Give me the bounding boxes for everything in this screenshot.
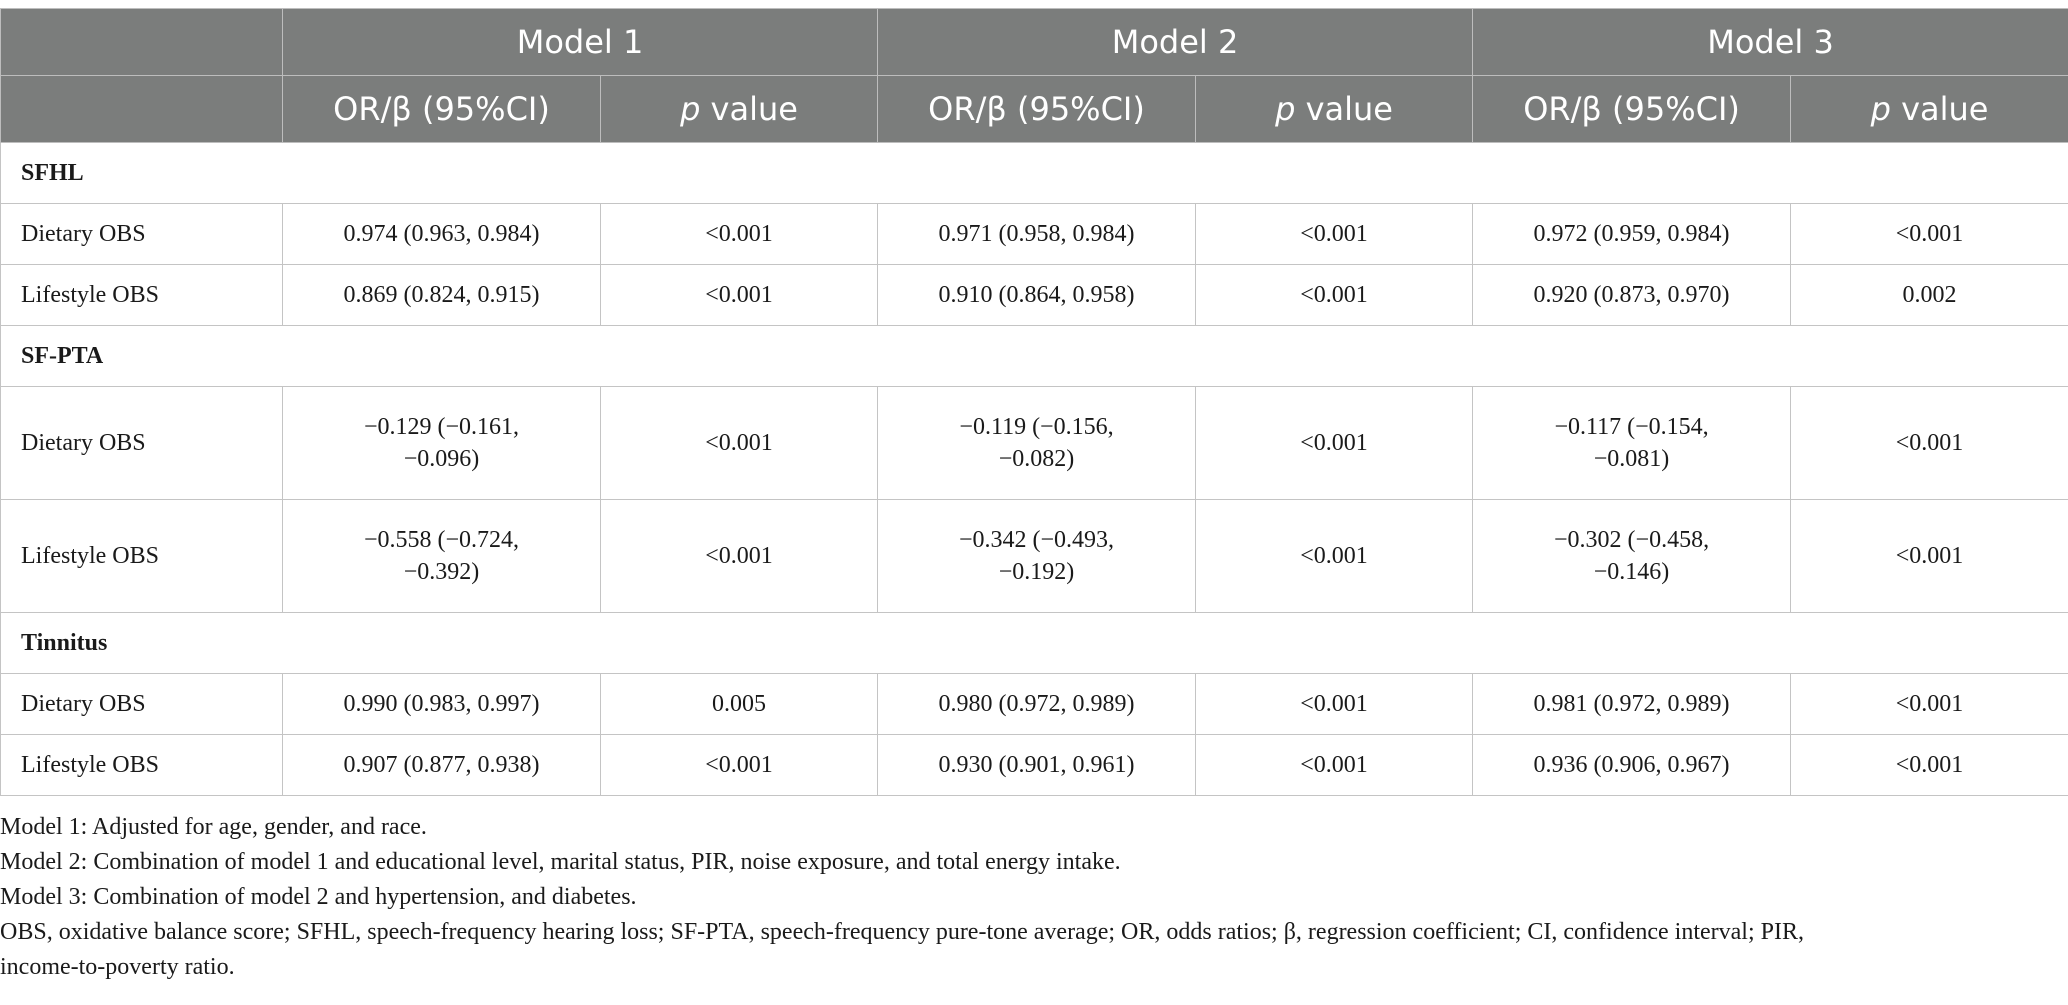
estimate-cell: 0.990 (0.983, 0.997) — [282, 673, 601, 735]
results-table-wrapper: Model 1 Model 2 Model 3 OR/β (95%CI) p v… — [0, 8, 2068, 796]
p-value-cell: <0.001 — [1195, 203, 1474, 265]
header-estimate: OR/β (95%CI) — [282, 75, 601, 143]
row-label: Dietary OBS — [0, 673, 283, 735]
estimate-cell: −0.558 (−0.724, −0.392) — [282, 499, 601, 613]
estimate-cell: −0.342 (−0.493, −0.192) — [877, 499, 1197, 613]
p-value-cell: <0.001 — [599, 264, 879, 326]
p-value-cell: <0.001 — [1195, 499, 1474, 613]
row-label: Lifestyle OBS — [0, 264, 283, 326]
row-label: Lifestyle OBS — [0, 734, 283, 796]
header-estimate: OR/β (95%CI) — [1472, 75, 1792, 143]
p-value-cell: <0.001 — [1195, 734, 1474, 796]
estimate-cell: 0.974 (0.963, 0.984) — [282, 203, 601, 265]
footnote: OBS, oxidative balance score; SFHL, spee… — [0, 919, 1804, 945]
footnote: Model 3: Combination of model 2 and hype… — [0, 884, 637, 910]
header-p-value: p value — [599, 75, 879, 143]
table-row: Dietary OBS 0.974 (0.963, 0.984) <0.001 … — [0, 203, 2068, 265]
estimate-cell: 0.930 (0.901, 0.961) — [877, 734, 1197, 796]
header-p-value: p value — [1195, 75, 1474, 143]
table-row: Lifestyle OBS −0.558 (−0.724, −0.392) <0.… — [0, 499, 2068, 613]
p-value-cell: <0.001 — [599, 499, 879, 613]
estimate-cell: −0.117 (−0.154, −0.081) — [1472, 386, 1792, 500]
row-label: Lifestyle OBS — [0, 499, 283, 613]
p-value-cell: <0.001 — [1790, 203, 2068, 265]
estimate-cell: 0.869 (0.824, 0.915) — [282, 264, 601, 326]
section-row-tinnitus: Tinnitus — [0, 612, 2068, 674]
estimate-cell: 0.971 (0.958, 0.984) — [877, 203, 1197, 265]
table-row: Dietary OBS −0.129 (−0.161, −0.096) <0.00… — [0, 386, 2068, 500]
estimate-cell: 0.910 (0.864, 0.958) — [877, 264, 1197, 326]
section-title: SFHL — [0, 142, 2068, 204]
row-label: Dietary OBS — [0, 203, 283, 265]
p-value-cell: <0.001 — [1195, 264, 1474, 326]
section-title: SF-PTA — [0, 325, 2068, 387]
p-value-cell: <0.001 — [1790, 386, 2068, 500]
header-row-models: Model 1 Model 2 Model 3 — [0, 8, 2068, 76]
results-table: Model 1 Model 2 Model 3 OR/β (95%CI) p v… — [0, 8, 2068, 796]
estimate-cell: −0.119 (−0.156, −0.082) — [877, 386, 1197, 500]
table-row: Dietary OBS 0.990 (0.983, 0.997) 0.005 0… — [0, 673, 2068, 735]
header-estimate: OR/β (95%CI) — [877, 75, 1197, 143]
p-value-cell: <0.001 — [1195, 386, 1474, 500]
header-empty-cell — [0, 8, 283, 76]
header-model-3: Model 3 — [1472, 8, 2068, 76]
p-value-cell: <0.001 — [599, 734, 879, 796]
estimate-cell: 0.981 (0.972, 0.989) — [1472, 673, 1792, 735]
section-row-sf-pta: SF-PTA — [0, 325, 2068, 387]
p-value-cell: <0.001 — [1790, 734, 2068, 796]
table-row: Lifestyle OBS 0.907 (0.877, 0.938) <0.00… — [0, 734, 2068, 796]
p-value-cell: 0.002 — [1790, 264, 2068, 326]
footnote: Model 2: Combination of model 1 and educ… — [0, 849, 1121, 875]
header-model-2: Model 2 — [877, 8, 1474, 76]
p-value-cell: <0.001 — [1790, 499, 2068, 613]
section-row-sfhl: SFHL — [0, 142, 2068, 204]
section-title: Tinnitus — [0, 612, 2068, 674]
estimate-cell: 0.907 (0.877, 0.938) — [282, 734, 601, 796]
p-value-cell: <0.001 — [1195, 673, 1474, 735]
header-row-columns: OR/β (95%CI) p value OR/β (95%CI) p valu… — [0, 75, 2068, 143]
estimate-cell: 0.980 (0.972, 0.989) — [877, 673, 1197, 735]
p-value-cell: 0.005 — [599, 673, 879, 735]
table-row: Lifestyle OBS 0.869 (0.824, 0.915) <0.00… — [0, 264, 2068, 326]
table-footnotes: Model 1: Adjusted for age, gender, and r… — [0, 810, 2060, 985]
p-value-cell: <0.001 — [599, 203, 879, 265]
header-empty-cell — [0, 75, 283, 143]
row-label: Dietary OBS — [0, 386, 283, 500]
estimate-cell: 0.920 (0.873, 0.970) — [1472, 264, 1792, 326]
estimate-cell: −0.302 (−0.458, −0.146) — [1472, 499, 1792, 613]
estimate-cell: 0.936 (0.906, 0.967) — [1472, 734, 1792, 796]
p-value-cell: <0.001 — [1790, 673, 2068, 735]
header-model-1: Model 1 — [281, 8, 879, 76]
footnote: income-to-poverty ratio. — [0, 954, 235, 980]
p-value-cell: <0.001 — [599, 386, 879, 500]
estimate-cell: 0.972 (0.959, 0.984) — [1472, 203, 1792, 265]
header-p-value: p value — [1790, 75, 2068, 143]
footnote: Model 1: Adjusted for age, gender, and r… — [0, 814, 427, 840]
estimate-cell: −0.129 (−0.161, −0.096) — [282, 386, 601, 500]
